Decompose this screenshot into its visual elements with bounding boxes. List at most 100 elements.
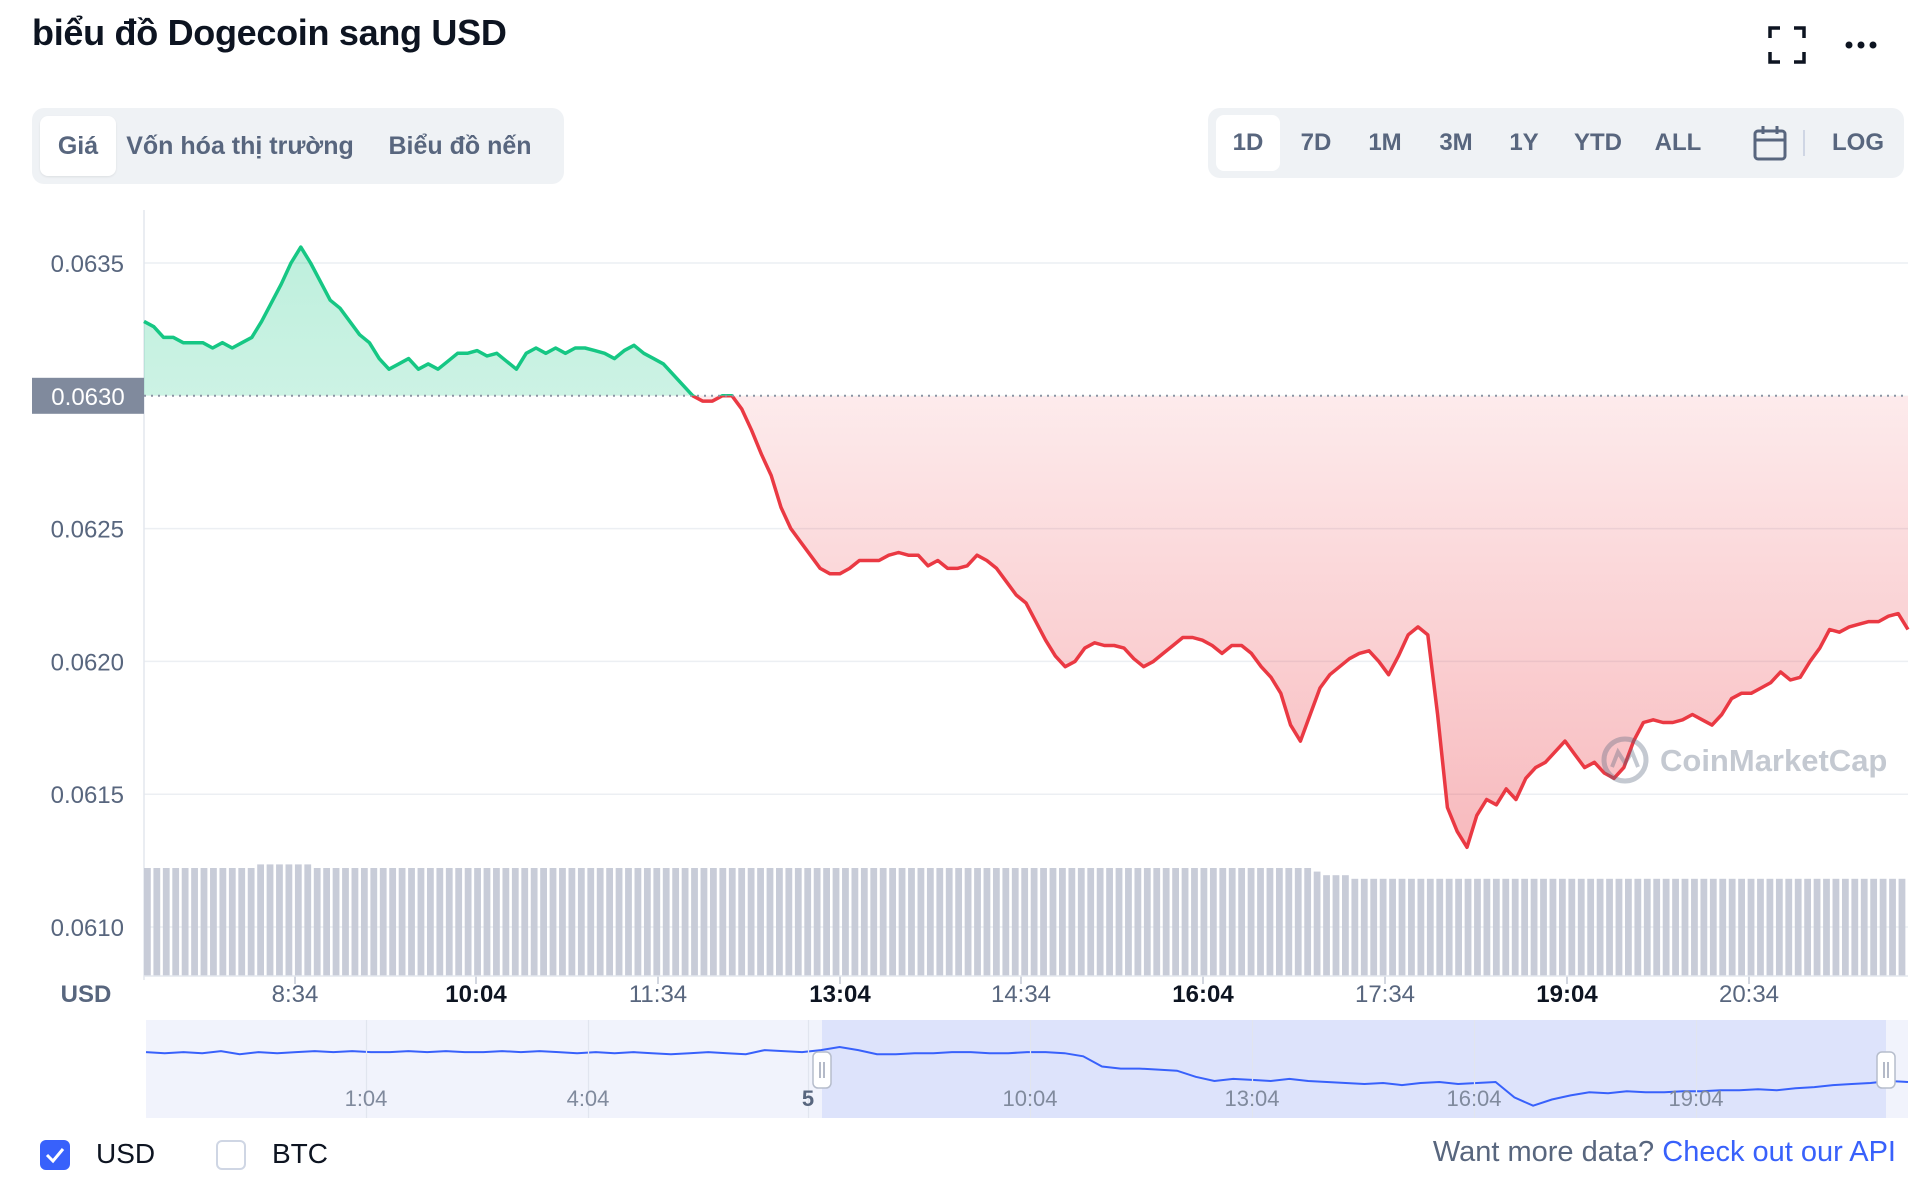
volume-bar bbox=[1181, 868, 1189, 976]
volume-bar bbox=[1398, 878, 1406, 976]
volume-bar bbox=[1870, 878, 1878, 976]
volume-bar bbox=[1662, 878, 1670, 976]
tab-price[interactable]: Giá bbox=[40, 116, 116, 176]
tab-1d[interactable]: 1D bbox=[1216, 115, 1280, 171]
volume-bar bbox=[691, 868, 698, 976]
volume-bar bbox=[1228, 868, 1236, 976]
volume-bar bbox=[1549, 878, 1557, 976]
volume-bar bbox=[766, 868, 774, 976]
volume-bar bbox=[823, 868, 830, 976]
log-toggle[interactable]: LOG bbox=[1832, 129, 1884, 156]
volume-bar bbox=[1191, 868, 1198, 976]
volume-bar bbox=[992, 868, 1000, 976]
volume-bar bbox=[332, 868, 340, 976]
volume-bar bbox=[1209, 868, 1217, 976]
navigator-handle-right bbox=[1876, 1051, 1896, 1089]
volume-bar bbox=[530, 868, 538, 976]
volume-bar bbox=[870, 868, 878, 976]
volume-bar bbox=[1521, 878, 1529, 976]
price-line-down bbox=[690, 395, 1910, 850]
page-title: biểu đồ Dogecoin sang USD bbox=[32, 12, 507, 53]
volume-bar bbox=[889, 868, 897, 976]
range-tabs: 1D 7D 1M 3M 1Y YTD ALL LOG bbox=[1208, 108, 1904, 178]
volume-bar bbox=[294, 864, 302, 976]
volume-bar bbox=[587, 868, 595, 976]
volume-bar bbox=[1728, 878, 1736, 976]
tab-3m[interactable]: 3M bbox=[1439, 129, 1473, 156]
volume-bar bbox=[1106, 868, 1113, 976]
volume-bar bbox=[1172, 868, 1179, 976]
api-prefix: Want more data? bbox=[1432, 1136, 1655, 1168]
calendar-icon[interactable] bbox=[1748, 115, 1792, 171]
volume-bar bbox=[917, 868, 925, 976]
watermark: CoinMarketCap bbox=[1601, 736, 1887, 784]
price-area-down bbox=[692, 395, 1908, 848]
usd-checkbox[interactable] bbox=[40, 1140, 70, 1170]
tab-1y[interactable]: 1Y bbox=[1509, 129, 1539, 156]
volume-bar bbox=[1115, 868, 1123, 976]
volume-bar bbox=[1879, 878, 1887, 976]
tab-ytd[interactable]: YTD bbox=[1574, 129, 1622, 156]
volume-bar bbox=[1370, 878, 1378, 976]
volume-bar bbox=[398, 868, 406, 976]
navigator-tick-label: 1:04 bbox=[345, 1086, 388, 1111]
volume-bar bbox=[342, 868, 349, 976]
tab-7d[interactable]: 7D bbox=[1300, 129, 1332, 156]
volume-bar bbox=[1889, 878, 1896, 976]
expand-icon[interactable] bbox=[1766, 24, 1808, 66]
more-horizontal-icon[interactable] bbox=[1840, 24, 1882, 66]
volume-bar bbox=[323, 868, 331, 976]
volume-bar bbox=[653, 868, 661, 976]
volume-bar bbox=[540, 868, 547, 976]
volume-bar bbox=[1096, 868, 1104, 976]
volume-bar bbox=[1351, 878, 1359, 976]
volume-bar bbox=[285, 864, 293, 976]
volume-bar bbox=[238, 868, 246, 976]
volume-bar bbox=[417, 868, 425, 976]
volume-bar bbox=[1474, 878, 1481, 976]
volume-bar bbox=[709, 868, 717, 976]
volume-bar bbox=[1558, 878, 1566, 976]
volume-bar bbox=[219, 868, 227, 976]
volume-bar bbox=[898, 868, 906, 976]
volume-bar bbox=[1445, 878, 1453, 976]
volume-bar bbox=[1360, 878, 1368, 976]
volume-bar bbox=[1059, 868, 1066, 976]
volume-bar bbox=[162, 868, 170, 976]
baseline-label-box bbox=[32, 377, 144, 414]
volume-bar bbox=[860, 868, 868, 976]
api-link[interactable]: Check out our API bbox=[1662, 1136, 1896, 1168]
volume-bar bbox=[257, 864, 264, 976]
watermark-text: CoinMarketCap bbox=[1660, 743, 1887, 778]
btc-checkbox[interactable] bbox=[216, 1140, 246, 1170]
volume-bar bbox=[1294, 868, 1302, 976]
volume-bar bbox=[1077, 868, 1085, 976]
volume-bar bbox=[191, 868, 198, 976]
tab-candlestick[interactable]: Biểu đồ nến bbox=[388, 132, 532, 160]
tab-all[interactable]: ALL bbox=[1654, 129, 1702, 156]
volume-bar bbox=[493, 868, 500, 976]
volume-bar bbox=[662, 868, 670, 976]
volume-bar bbox=[596, 868, 604, 976]
volume-bar bbox=[974, 868, 981, 976]
price-chart: 0.0635 0.0625 0.0620 0.0615 0.0610 0.0630 Coin… bbox=[32, 210, 1910, 1118]
volume-bar bbox=[1426, 878, 1434, 976]
tab-market-cap[interactable]: Vốn hóa thị trường bbox=[126, 132, 354, 160]
watermark-logo-mark bbox=[1610, 747, 1640, 768]
volume-bar bbox=[511, 868, 519, 976]
volume-bar bbox=[276, 864, 283, 976]
volume-bar bbox=[1342, 875, 1349, 976]
volume-bar bbox=[625, 868, 632, 976]
price-area-up bbox=[144, 247, 1908, 396]
navigator-tick-label: 16:04 bbox=[1446, 1086, 1501, 1111]
baseline-label: 0.0630 bbox=[51, 384, 124, 411]
tab-1m[interactable]: 1M bbox=[1368, 129, 1402, 156]
volume-bar bbox=[1247, 868, 1255, 976]
volume-bar bbox=[426, 868, 434, 976]
volume-bar bbox=[1200, 868, 1208, 976]
volume-bar bbox=[153, 868, 161, 976]
volume-bar bbox=[1021, 868, 1029, 976]
volume-bar bbox=[1813, 878, 1821, 976]
volume-bar bbox=[228, 868, 236, 976]
volume-bar bbox=[1125, 868, 1132, 976]
